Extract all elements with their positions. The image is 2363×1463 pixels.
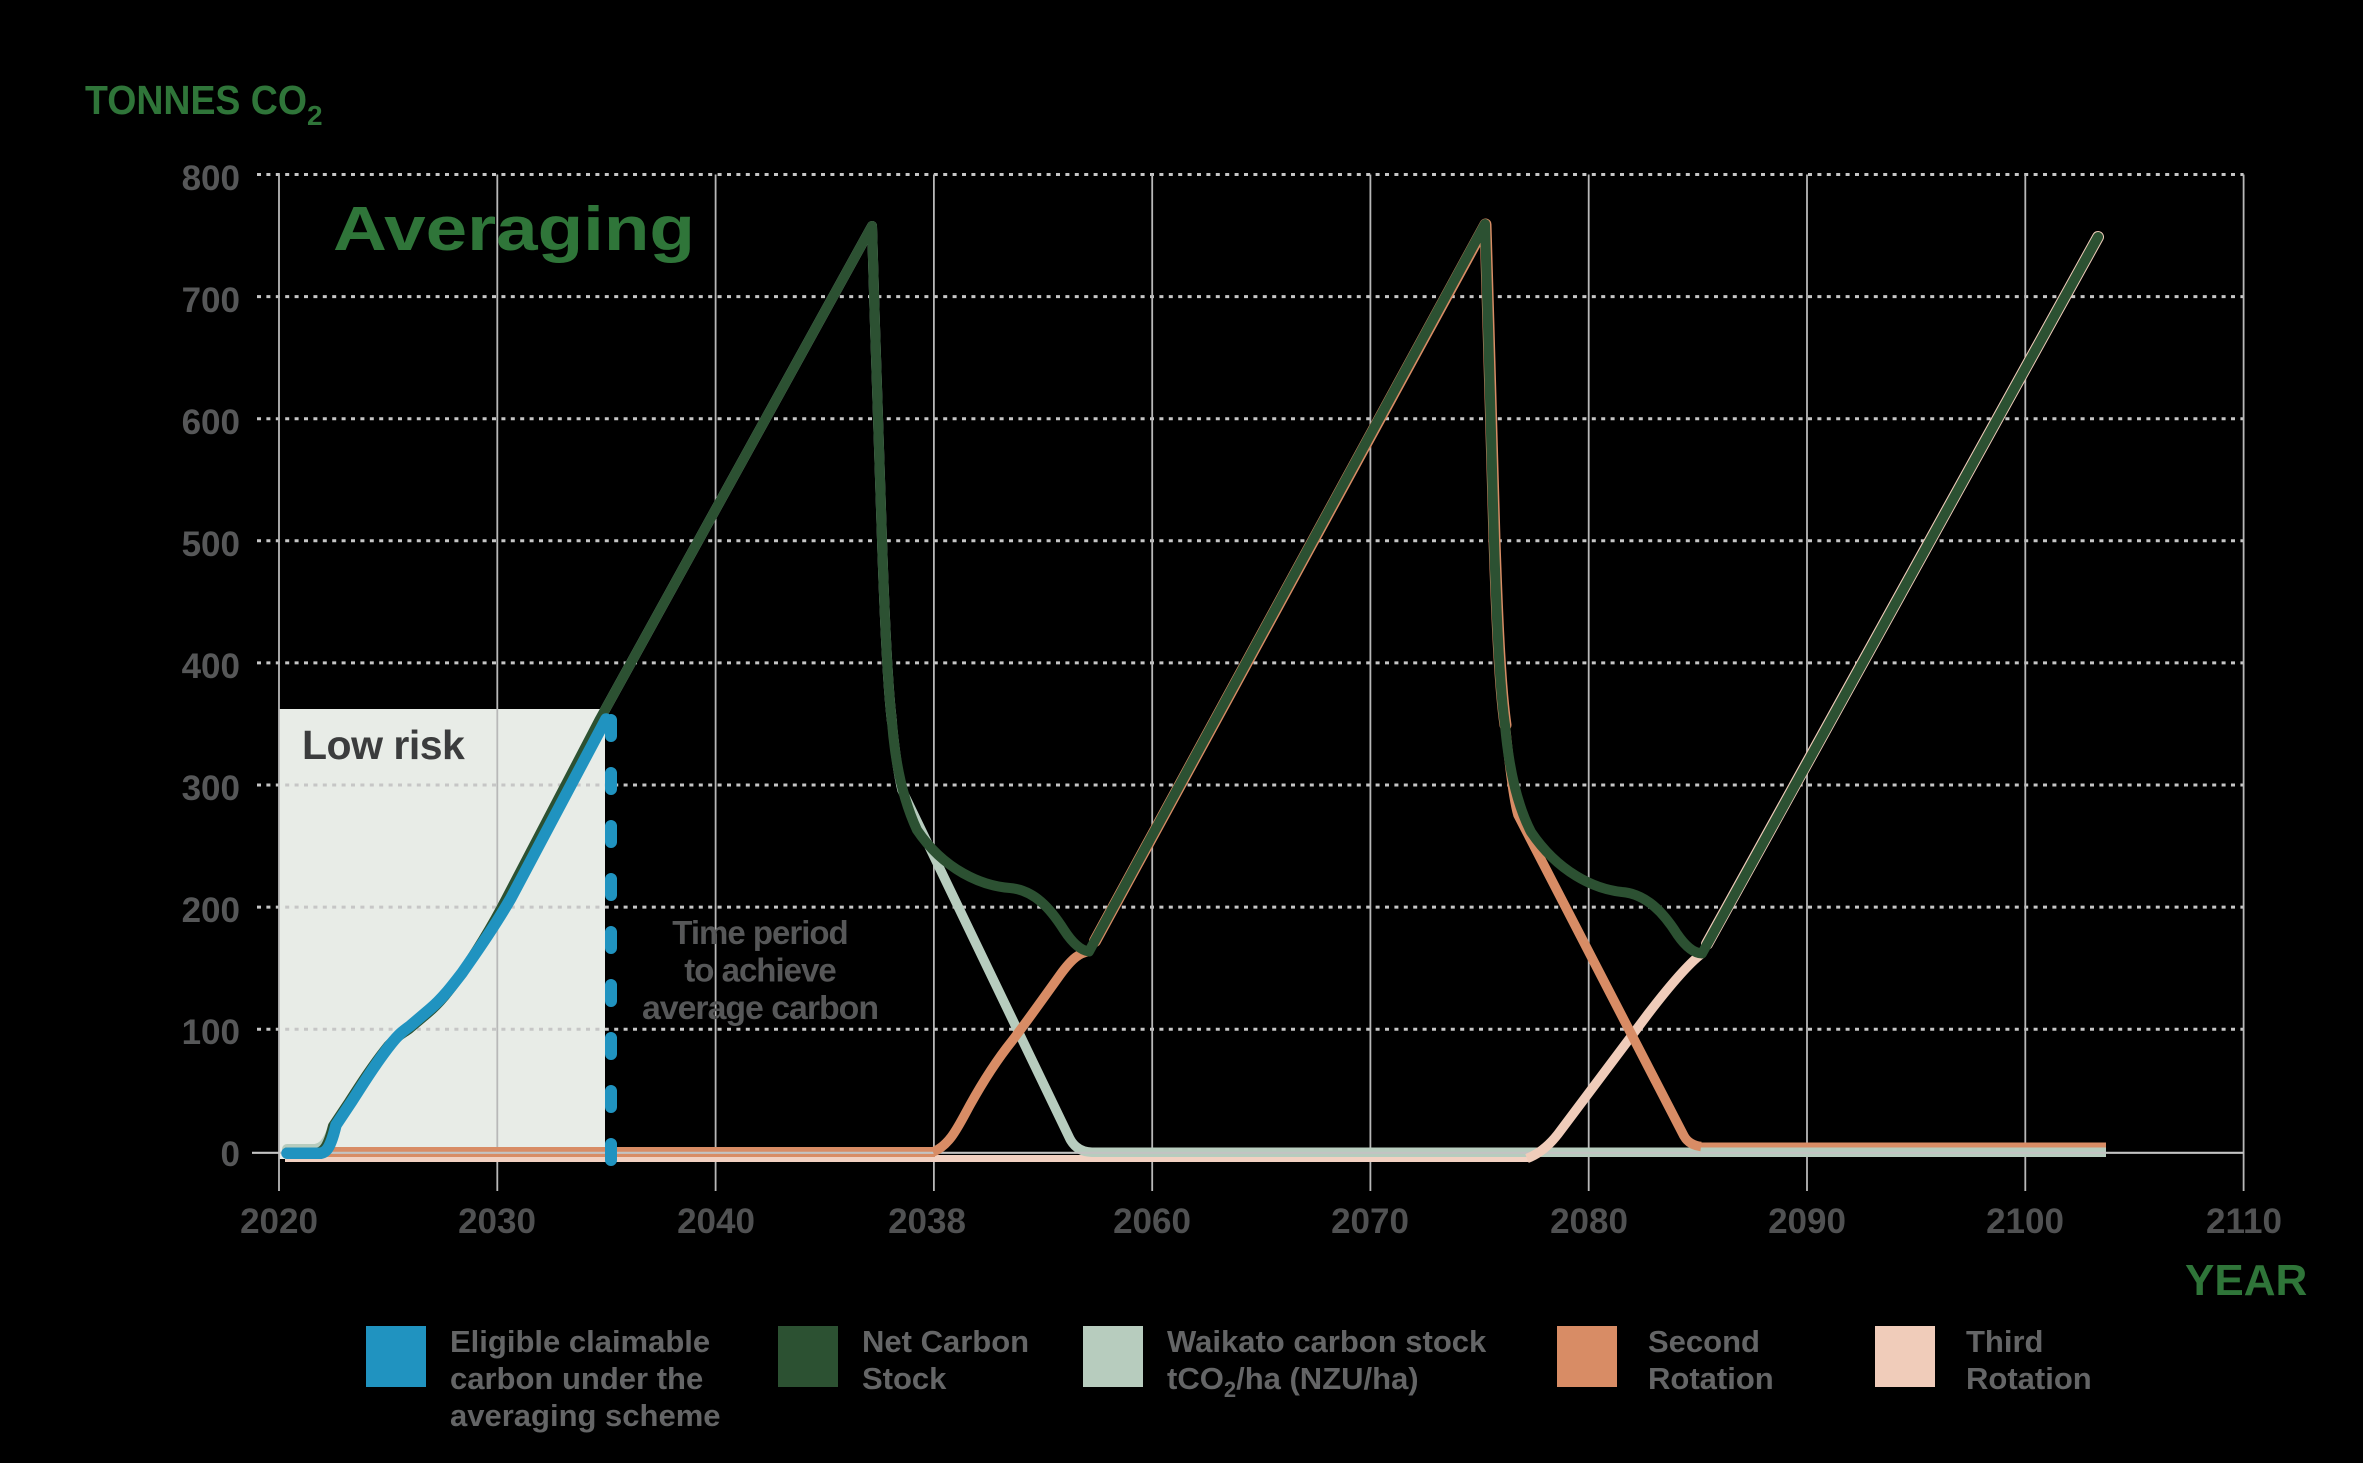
svg-text:YEAR: YEAR [2185,1256,2307,1305]
svg-text:to achieve: to achieve [684,952,836,989]
svg-text:Rotation: Rotation [1648,1361,1774,1396]
svg-text:carbon under the: carbon under the [450,1361,703,1396]
svg-text:2060: 2060 [1113,1202,1191,1241]
svg-text:Time period: Time period [672,914,847,951]
svg-text:0: 0 [221,1135,240,1174]
svg-text:800: 800 [182,159,240,198]
svg-text:Averaging: Averaging [333,195,695,264]
svg-text:Low risk: Low risk [302,722,465,768]
svg-text:Stock: Stock [862,1361,947,1396]
svg-text:2080: 2080 [1550,1202,1628,1241]
svg-text:Third: Third [1966,1324,2044,1359]
svg-text:300: 300 [182,769,240,808]
svg-text:400: 400 [182,647,240,686]
svg-text:2100: 2100 [1986,1202,2064,1241]
svg-text:2070: 2070 [1331,1202,1409,1241]
svg-text:700: 700 [182,281,240,320]
svg-text:2040: 2040 [677,1202,755,1241]
svg-text:Waikato carbon stock: Waikato carbon stock [1167,1324,1487,1359]
svg-text:Net Carbon: Net Carbon [862,1324,1029,1359]
svg-text:100: 100 [182,1013,240,1052]
svg-text:500: 500 [182,525,240,564]
svg-text:2038: 2038 [888,1202,966,1241]
svg-text:600: 600 [182,403,240,442]
svg-text:2030: 2030 [458,1202,536,1241]
svg-text:TONNES CO2: TONNES CO2 [85,77,323,131]
svg-text:200: 200 [182,891,240,930]
svg-text:Rotation: Rotation [1966,1361,2092,1396]
svg-text:2020: 2020 [240,1202,318,1241]
svg-text:average carbon: average carbon [642,989,878,1026]
svg-text:Second: Second [1648,1324,1760,1359]
svg-text:Eligible claimable: Eligible claimable [450,1324,710,1359]
svg-text:tCO2/ha (NZU/ha): tCO2/ha (NZU/ha) [1167,1361,1419,1402]
svg-text:2110: 2110 [2206,1202,2282,1241]
svg-text:2090: 2090 [1768,1202,1846,1241]
svg-text:averaging scheme: averaging scheme [450,1398,721,1433]
